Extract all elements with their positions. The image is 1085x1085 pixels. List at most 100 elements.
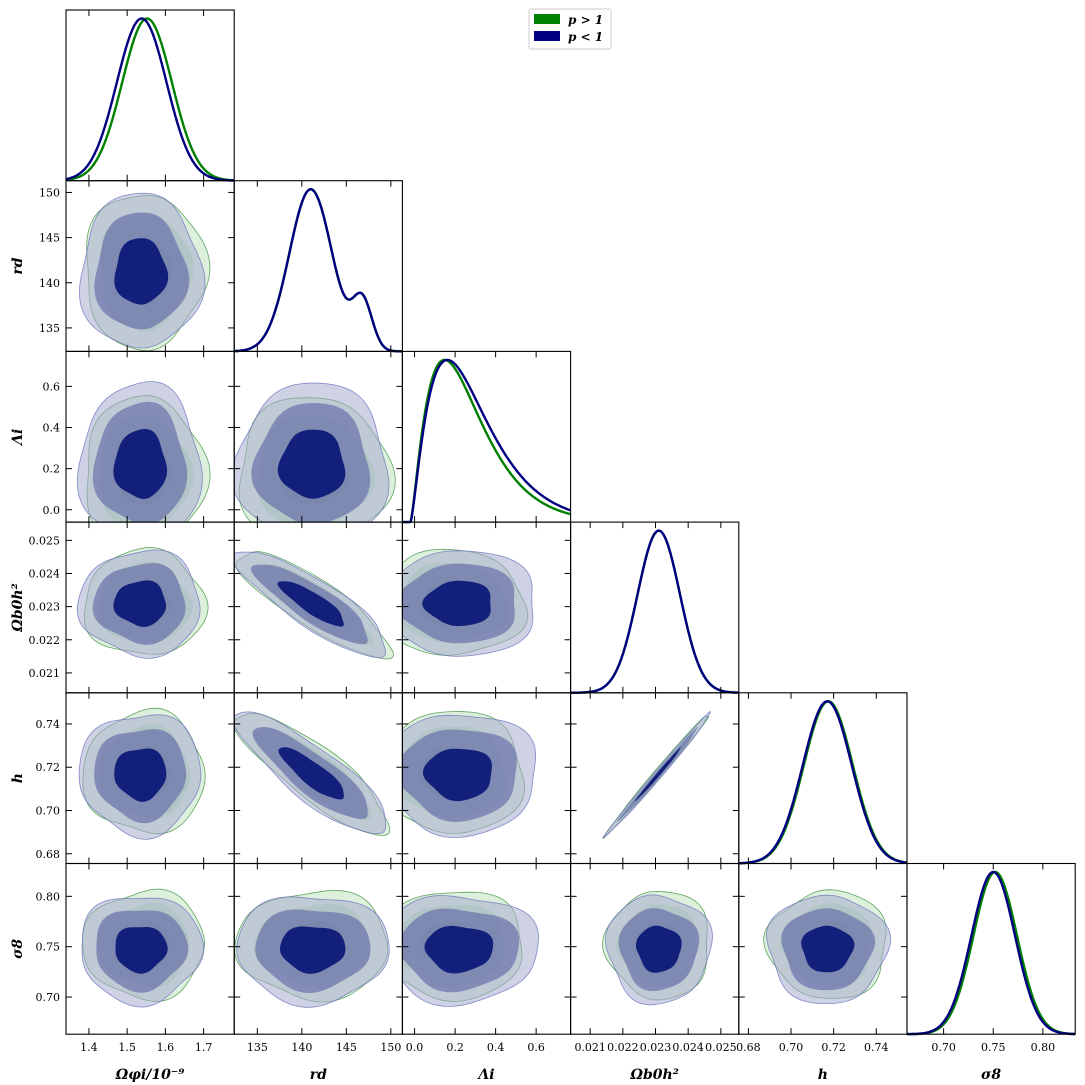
contour-p-lt-1-level-3 <box>278 747 344 800</box>
marginal-lambda_i <box>402 358 572 524</box>
panel-frame <box>738 692 908 865</box>
panel-lambda_i-vs-sigma_8 <box>402 891 539 1007</box>
posterior-curve-p-lt-1 <box>907 870 1076 1036</box>
y-axis-label-omega_b0_h2: Ωb0h² <box>10 583 26 632</box>
panel-omega_phi_i-vs-sigma_8 <box>81 888 205 1008</box>
panel-r_d-vs-sigma_8 <box>234 889 390 1008</box>
contour-p-lt-1-level-3 <box>801 925 855 973</box>
y-tick-label: 0.6 <box>43 380 61 393</box>
panel-r_d-vs-h <box>234 711 391 836</box>
posterior-curve-p-gt-1 <box>738 700 908 865</box>
y-tick-label: 0.023 <box>29 601 61 614</box>
y-tick-label: 0.021 <box>29 667 61 680</box>
legend-label: p < 1 <box>568 30 603 44</box>
x-axis-label-h: h <box>818 1067 828 1083</box>
x-tick-label: 0.75 <box>981 1041 1006 1054</box>
y-tick-label: 0.75 <box>36 941 61 954</box>
x-tick-label: 0.80 <box>1031 1041 1056 1054</box>
legend-swatch <box>534 31 560 41</box>
x-tick-label: 0.0 <box>406 1041 424 1054</box>
marginal-omega_phi_i <box>65 17 235 182</box>
panel-h-vs-sigma_8 <box>763 889 892 1004</box>
panel-omega_phi_i-vs-omega_b0_h2 <box>76 547 209 659</box>
y-tick-label: 0.024 <box>29 567 61 580</box>
y-axis-label-sigma_8: σ8 <box>10 939 26 959</box>
y-tick-label: 0.0 <box>43 504 61 517</box>
x-tick-label: 0.4 <box>487 1041 505 1054</box>
panel-omega_phi_i-vs-h <box>78 707 206 840</box>
posterior-curve-p-lt-1 <box>65 17 235 182</box>
panel-frame <box>906 862 1076 1035</box>
x-tick-label: 0.70 <box>779 1041 804 1054</box>
x-tick-label: 0.72 <box>821 1041 846 1054</box>
panel-omega_b0_h2-vs-sigma_8 <box>602 890 713 1006</box>
x-axis-label-r_d: rd <box>310 1067 327 1083</box>
x-tick-label: 0.70 <box>931 1041 956 1054</box>
contour-p-lt-1-level-3 <box>635 925 682 973</box>
posterior-curve-p-lt-1 <box>402 358 572 524</box>
marginal-sigma_8 <box>906 870 1076 1036</box>
legend-label: p > 1 <box>568 13 603 27</box>
panel-frame <box>570 521 740 694</box>
x-tick-label: 135 <box>247 1041 268 1054</box>
x-tick-label: 0.2 <box>446 1041 464 1054</box>
x-axis-label-lambda_i: Λi <box>476 1067 494 1083</box>
y-axis-label-lambda_i: Λi <box>10 429 26 447</box>
contour-p-lt-1-level-3 <box>280 926 346 974</box>
y-tick-label: 0.70 <box>36 991 61 1004</box>
panel-r_d-vs-omega_b0_h2 <box>234 551 394 660</box>
y-tick-label: 0.4 <box>43 421 61 434</box>
x-tick-label: 0.68 <box>736 1041 761 1054</box>
panel-omega_phi_i-vs-lambda_i <box>76 381 211 523</box>
x-tick-label: 0.024 <box>672 1041 704 1054</box>
x-tick-label: 1.4 <box>80 1041 98 1054</box>
contour-p-lt-1-level-3 <box>277 429 346 499</box>
contour-p-lt-1-level-3 <box>113 580 167 627</box>
x-tick-label: 145 <box>336 1041 357 1054</box>
y-tick-label: 0.74 <box>36 718 61 731</box>
x-tick-label: 1.5 <box>118 1041 136 1054</box>
x-tick-label: 0.021 <box>574 1041 606 1054</box>
contour-p-lt-1-level-3 <box>114 238 169 305</box>
posterior-curve-p-lt-1 <box>570 529 739 694</box>
y-tick-label: 0.80 <box>36 890 61 903</box>
panel-r_d-vs-lambda_i <box>234 382 396 523</box>
y-tick-label: 0.72 <box>36 761 61 774</box>
y-tick-label: 0.2 <box>43 463 61 476</box>
y-tick-label: 140 <box>39 277 60 290</box>
y-tick-label: 0.70 <box>36 804 61 817</box>
contour-p-lt-1-level-3 <box>422 580 491 626</box>
y-tick-label: 0.68 <box>36 848 61 861</box>
x-axis-label-omega_phi_i: Ωφi/10⁻⁹ <box>115 1067 185 1083</box>
x-tick-label: 0.023 <box>640 1041 672 1054</box>
panel-frame <box>233 180 403 352</box>
panel-lambda_i-vs-h <box>402 711 537 839</box>
posterior-curve-p-lt-1 <box>738 700 908 865</box>
x-tick-label: 0.74 <box>864 1041 889 1054</box>
panel-lambda_i-vs-omega_b0_h2 <box>402 548 534 657</box>
y-tick-label: 0.022 <box>29 634 61 647</box>
contour-p-lt-1-level-3 <box>113 428 168 499</box>
posterior-curve-p-gt-1 <box>906 870 1076 1036</box>
y-axis-label-r_d: rd <box>10 257 26 274</box>
contour-p-lt-1-level-3 <box>423 748 492 802</box>
contour-p-lt-1-level-3 <box>114 748 167 802</box>
marginal-omega_b0_h2 <box>570 529 739 694</box>
y-axis-label-h: h <box>10 773 26 783</box>
y-tick-label: 135 <box>39 322 60 335</box>
posterior-curve-p-gt-1 <box>234 187 403 353</box>
posterior-curve-p-gt-1 <box>570 529 739 694</box>
x-tick-label: 150 <box>380 1041 401 1054</box>
panel-omega_phi_i-vs-r_d <box>78 192 211 352</box>
panel-frame <box>65 9 235 182</box>
marginal-h <box>738 700 908 865</box>
x-tick-label: 1.6 <box>157 1041 175 1054</box>
x-tick-label: 0.022 <box>607 1041 639 1054</box>
legend-swatch <box>534 14 560 24</box>
x-tick-label: 0.025 <box>705 1041 737 1054</box>
x-axis-label-omega_b0_h2: Ωb0h² <box>630 1067 679 1083</box>
x-tick-label: 1.7 <box>195 1041 213 1054</box>
contour-p-lt-1-level-3 <box>115 927 168 974</box>
legend: p > 1 p < 1 <box>528 8 612 50</box>
posterior-curve-p-gt-1 <box>65 17 235 182</box>
